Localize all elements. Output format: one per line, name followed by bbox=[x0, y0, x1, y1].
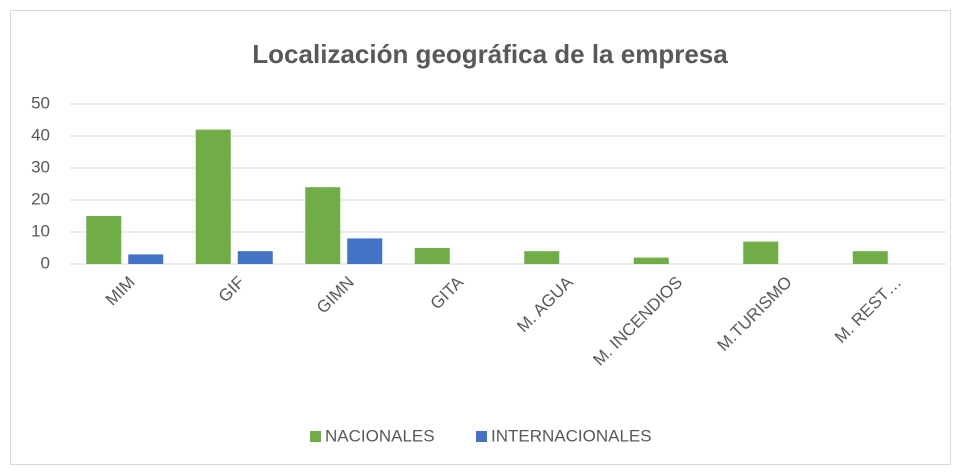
y-tick-label: 20 bbox=[31, 189, 50, 208]
chart-title: Localización geográfica de la empresa bbox=[252, 39, 728, 69]
bar bbox=[195, 129, 231, 264]
bar bbox=[347, 238, 383, 264]
bar bbox=[237, 251, 273, 264]
y-tick-label: 40 bbox=[31, 125, 50, 144]
bar bbox=[414, 248, 450, 264]
bar bbox=[524, 251, 560, 264]
legend-label: NACIONALES bbox=[325, 426, 435, 445]
y-tick-label: 0 bbox=[41, 253, 50, 272]
legend-swatch bbox=[476, 431, 487, 442]
y-tick-label: 10 bbox=[31, 221, 50, 240]
bar bbox=[633, 257, 669, 264]
y-tick-label: 50 bbox=[31, 93, 50, 112]
y-tick-label: 30 bbox=[31, 157, 50, 176]
bar bbox=[305, 187, 341, 264]
bar bbox=[852, 251, 888, 264]
legend-swatch bbox=[310, 431, 321, 442]
legend-label: INTERNACIONALES bbox=[491, 426, 652, 445]
bar bbox=[743, 241, 779, 264]
chart-border bbox=[10, 10, 951, 465]
bar bbox=[86, 216, 122, 264]
bar bbox=[128, 254, 164, 264]
